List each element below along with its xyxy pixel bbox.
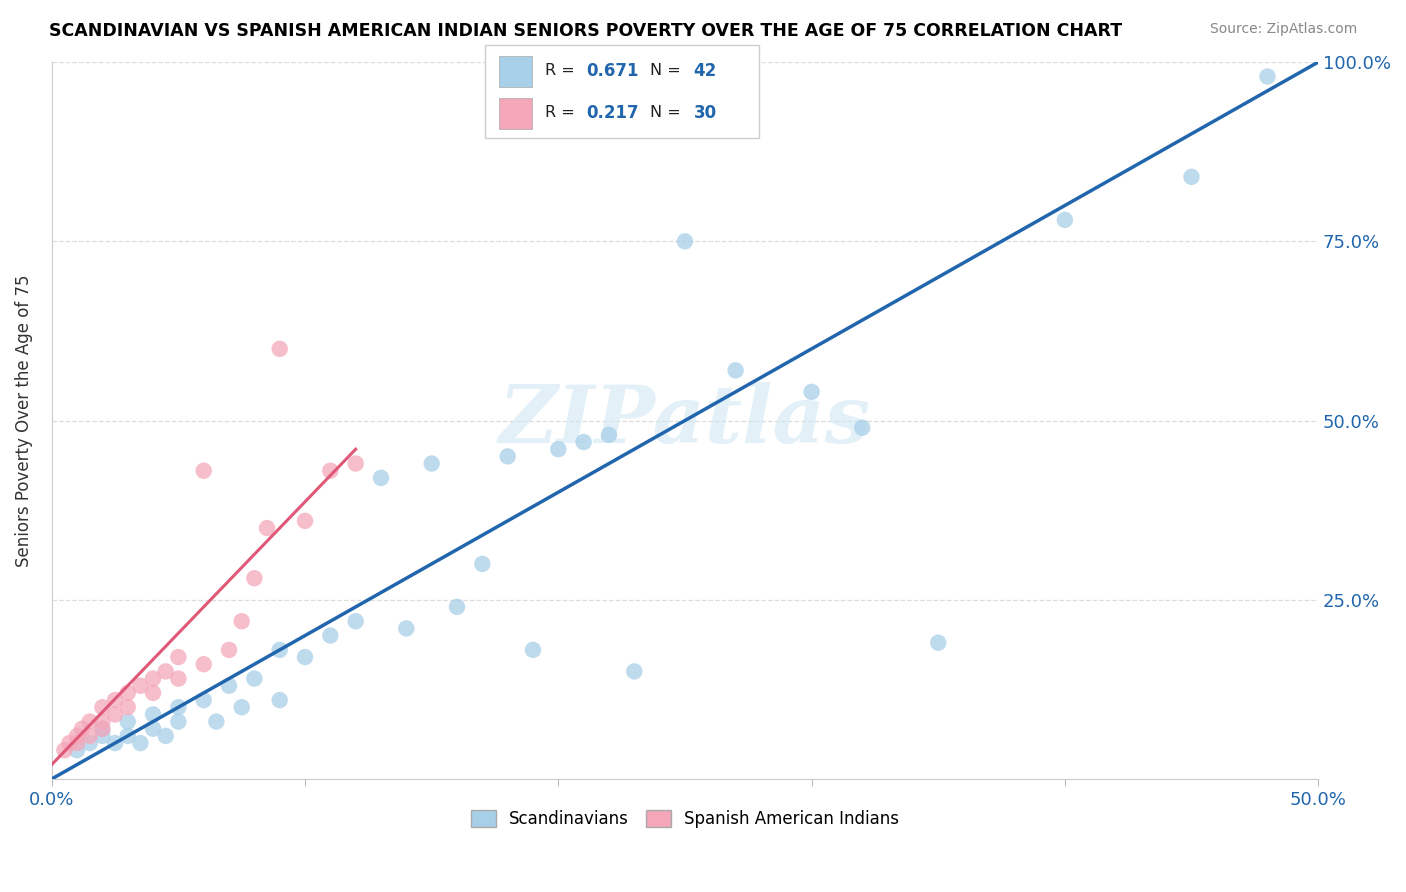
Point [256,521,278,535]
Point [167,700,190,714]
Point [800,384,823,399]
Point [446,599,468,614]
Point [117,714,139,729]
Point [231,614,253,628]
Text: 0.217: 0.217 [586,104,640,122]
Text: ZIPatlas: ZIPatlas [499,382,870,459]
Text: R =: R = [546,63,581,78]
Point [1256,70,1278,84]
Point [471,557,494,571]
FancyBboxPatch shape [499,56,531,87]
FancyBboxPatch shape [485,45,759,138]
Point [231,700,253,714]
Point [344,457,367,471]
Point [79,729,101,743]
Point [1180,169,1202,184]
Text: 30: 30 [693,104,717,122]
Point [91,722,114,736]
Point [167,672,190,686]
Point [155,729,177,743]
Point [117,686,139,700]
Point [117,700,139,714]
Point [155,665,177,679]
Point [294,650,316,665]
Y-axis label: Seniors Poverty Over the Age of 75: Seniors Poverty Over the Age of 75 [15,274,32,566]
Point [218,679,240,693]
Point [205,714,228,729]
Point [496,450,519,464]
Point [269,693,291,707]
Point [193,464,215,478]
Point [91,714,114,729]
Point [269,342,291,356]
Point [53,743,76,757]
Point [142,707,165,722]
Text: 0.671: 0.671 [586,62,638,79]
Point [370,471,392,485]
Point [66,729,89,743]
Point [58,736,80,750]
Point [673,235,696,249]
Point [193,657,215,672]
Legend: Scandinavians, Spanish American Indians: Scandinavians, Spanish American Indians [464,804,905,835]
Text: N =: N = [650,105,686,120]
Point [142,722,165,736]
Text: 42: 42 [693,62,717,79]
Point [167,714,190,729]
Point [319,629,342,643]
Point [547,442,569,457]
Point [243,672,266,686]
FancyBboxPatch shape [499,98,531,129]
Point [142,686,165,700]
Point [129,679,152,693]
Point [79,714,101,729]
Point [724,363,747,377]
Point [117,729,139,743]
Point [420,457,443,471]
Point [91,700,114,714]
Point [167,650,190,665]
Point [243,571,266,585]
Point [927,636,949,650]
Point [1053,212,1076,227]
Point [851,420,873,434]
Text: Source: ZipAtlas.com: Source: ZipAtlas.com [1209,22,1357,37]
Point [91,722,114,736]
Text: SCANDINAVIAN VS SPANISH AMERICAN INDIAN SENIORS POVERTY OVER THE AGE OF 75 CORRE: SCANDINAVIAN VS SPANISH AMERICAN INDIAN … [49,22,1122,40]
Point [66,736,89,750]
Point [522,643,544,657]
Point [572,435,595,450]
Point [269,643,291,657]
Point [193,693,215,707]
Point [104,736,127,750]
Point [294,514,316,528]
Point [142,672,165,686]
Point [623,665,645,679]
Point [218,643,240,657]
Point [319,464,342,478]
Point [104,707,127,722]
Point [104,693,127,707]
Point [129,736,152,750]
Point [344,614,367,628]
Point [79,736,101,750]
Point [395,621,418,635]
Point [70,722,93,736]
Point [66,743,89,757]
Point [91,729,114,743]
Text: R =: R = [546,105,581,120]
Text: N =: N = [650,63,686,78]
Point [598,428,620,442]
